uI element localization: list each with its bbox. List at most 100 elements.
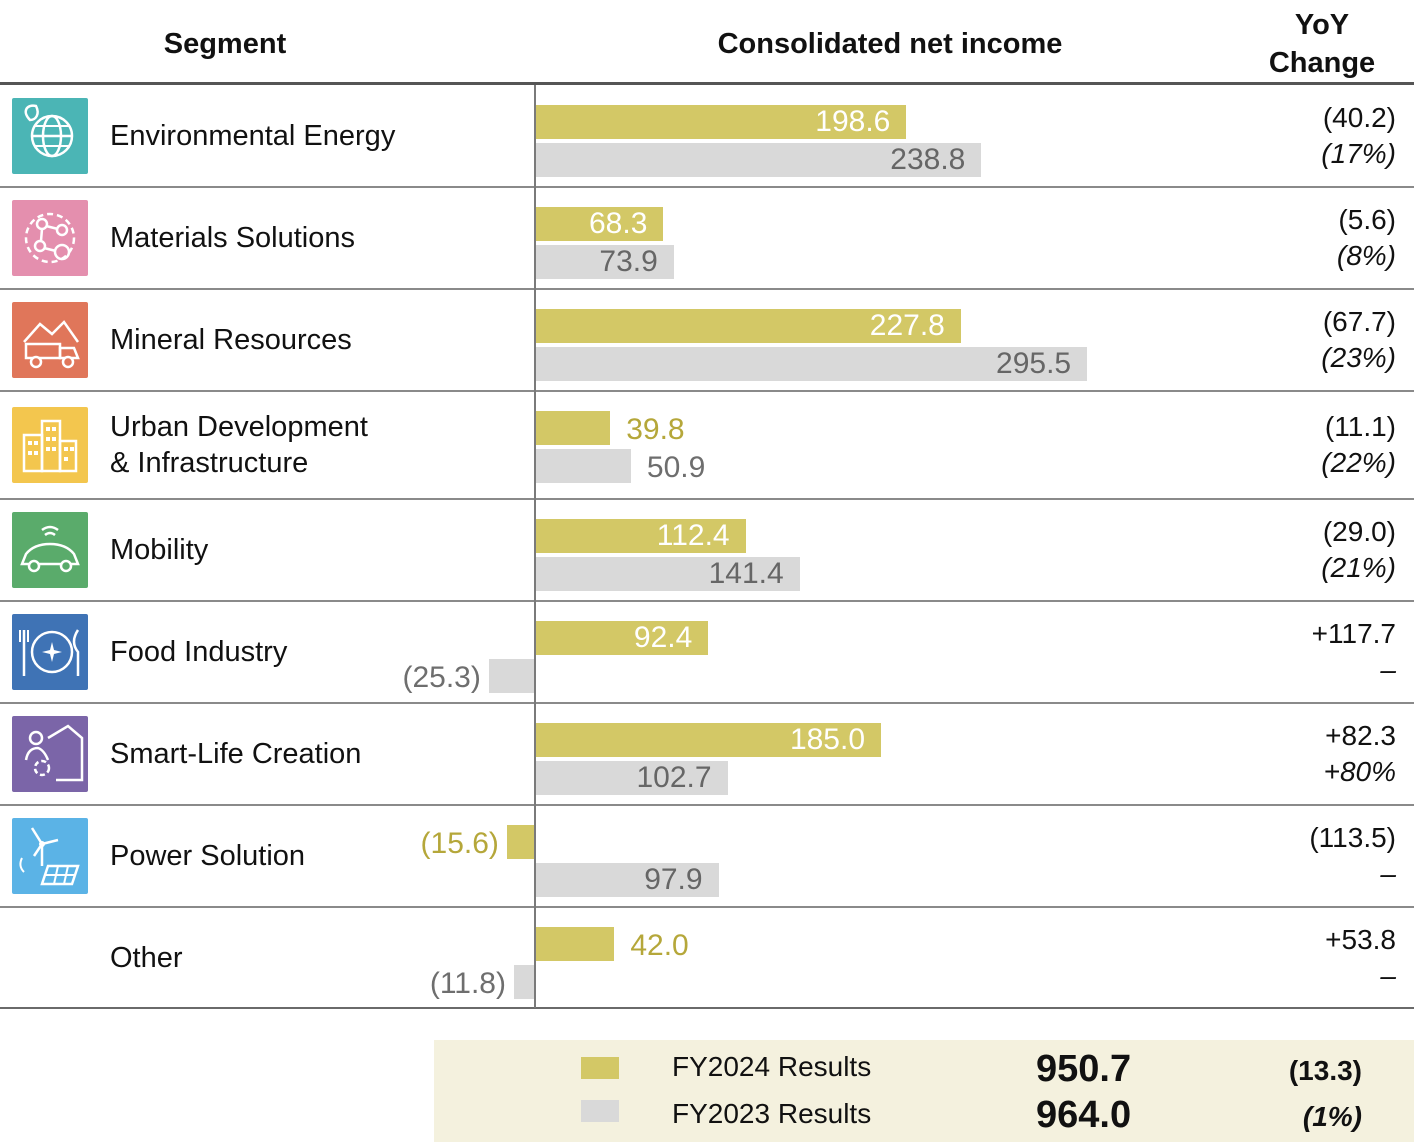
bar-fy2024-env (536, 105, 907, 139)
value-label-fy2024-min: 227.8 (869, 309, 945, 342)
yoy-value: (29.0) (1322, 516, 1396, 547)
bar-fy2024-food (536, 621, 709, 655)
row-divider (0, 186, 1414, 188)
yoy-value: (5.6) (1338, 204, 1396, 235)
value-label-fy2023-power: 97.9 (644, 863, 703, 896)
yoy-percent: +80% (1323, 756, 1396, 787)
segment-label-line: Smart-Life Creation (110, 738, 362, 770)
yoy-percent: – (1380, 858, 1396, 889)
segment-label-mat: Materials Solutions (110, 220, 355, 256)
row-divider (0, 804, 1414, 806)
bar-fy2023-other (513, 965, 536, 999)
yoy-change-mob: (29.0) (21%) (1321, 514, 1396, 586)
yoy-percent: (21%) (1321, 552, 1396, 583)
value-label-fy2023-mat: 73.9 (599, 245, 658, 278)
bar-fy2023-env (536, 143, 982, 177)
value-label-fy2024-other: 42.0 (630, 929, 689, 962)
segment-label-line: & Infrastructure (110, 447, 309, 479)
yoy-header-line2: Change (1268, 47, 1376, 79)
yoy-value: (11.1) (1324, 411, 1396, 442)
value-label-fy2024-mob: 112.4 (656, 519, 730, 552)
segment-label-urb: Urban Development & Infrastructure (110, 409, 368, 481)
segment-label-line: Urban Development (110, 411, 368, 443)
person-home-icon (12, 716, 88, 792)
segment-label-smart: Smart-Life Creation (110, 736, 361, 772)
value-label-fy2023-smart: 102.7 (636, 761, 712, 794)
bar-fy2023-mat (536, 245, 674, 279)
yoy-change-min: (67.7) (23%) (1321, 304, 1396, 376)
bar-fy2023-power (536, 863, 719, 897)
value-label-fy2023-mob: 141.4 (708, 557, 784, 590)
segment-label-min: Mineral Resources (110, 322, 352, 358)
bar-fy2023-food (488, 659, 536, 693)
row-divider (0, 1007, 1414, 1009)
bar-fy2023-min (536, 347, 1088, 381)
yoy-value: (113.5) (1309, 822, 1396, 853)
segment-label-line: Materials Solutions (110, 222, 355, 254)
bar-fy2024-other (536, 927, 615, 961)
molecule-icon (12, 200, 88, 276)
yoy-change-food: +117.7 – (1312, 616, 1396, 688)
total-change-value: (13.3) (1288, 1055, 1362, 1086)
bar-fy2023-smart (536, 761, 728, 795)
value-label-fy2023-urb: 50.9 (646, 451, 706, 484)
connected-car-icon (12, 512, 88, 588)
value-label-fy2023-food: (25.3) (402, 661, 481, 694)
row-divider (0, 600, 1414, 602)
yoy-percent: (8%) (1336, 240, 1396, 271)
bar-fy2024-smart (536, 723, 882, 757)
legend-totals-box: FY2024 Results 950.7 (13.3) FY2023 Resul… (434, 1040, 1414, 1142)
value-label-fy2024-smart: 185.0 (789, 723, 866, 756)
row-divider (0, 498, 1414, 500)
segment-column-header: Segment (163, 28, 287, 60)
yoy-percent: – (1380, 959, 1396, 991)
bar-fy2024-min (536, 309, 961, 343)
yoy-value: (40.2) (1322, 102, 1396, 133)
legend-label-fy2024: FY2024 Results (672, 1051, 872, 1082)
total-fy2024: 950.7 (1036, 1048, 1132, 1090)
plate-cutlery-icon (12, 614, 88, 690)
segment-label-other: Other (110, 940, 183, 976)
segment-label-food: Food Industry (110, 634, 287, 670)
segment-label-env: Environmental Energy (110, 118, 395, 154)
legend-swatch-fy2023 (581, 1100, 619, 1122)
yoy-change-other: +53.8 – (1325, 922, 1396, 994)
value-label-fy2024-food: 92.4 (633, 621, 693, 654)
yoy-change-power: (113.5) – (1309, 820, 1396, 892)
income-column-header: Consolidated net income (717, 28, 1063, 60)
row-divider (0, 288, 1414, 290)
zero-axis-line (534, 85, 536, 1008)
bar-fy2024-power (506, 825, 536, 859)
yoy-percent: (17%) (1321, 138, 1396, 169)
wind-solar-icon (12, 818, 88, 894)
city-buildings-icon (12, 407, 88, 483)
yoy-value: (67.7) (1322, 306, 1396, 337)
yoy-change-env: (40.2) (17%) (1321, 100, 1396, 172)
value-label-fy2024-urb: 39.8 (626, 413, 685, 446)
value-label-fy2024-mat: 68.3 (588, 207, 648, 240)
segment-label-line: Food Industry (110, 636, 288, 668)
yoy-column-header: YoY Change (1240, 6, 1404, 82)
globe-leaf-icon (12, 98, 88, 174)
value-label-fy2024-power: (15.6) (420, 827, 499, 860)
yoy-header-line1: YoY (1294, 9, 1350, 41)
bar-fy2024-urb (536, 411, 611, 445)
mining-truck-icon (12, 302, 88, 378)
value-label-fy2023-other: (11.8) (429, 967, 506, 1000)
yoy-change-smart: +82.3 +80% (1324, 718, 1396, 790)
segment-label-mob: Mobility (110, 532, 208, 568)
yoy-value: +53.8 (1325, 923, 1396, 955)
value-label-fy2024-env: 198.6 (815, 105, 891, 138)
value-label-fy2023-min: 295.5 (996, 347, 1072, 380)
segment-label-line: Mineral Resources (110, 324, 352, 356)
bar-fy2024-mat (536, 207, 664, 241)
bar-fy2023-mob (536, 557, 800, 591)
yoy-percent: (23%) (1321, 342, 1396, 373)
bar-fy2024-mob (536, 519, 746, 553)
row-divider (0, 702, 1414, 704)
segment-label-line: Other (110, 941, 183, 974)
segment-label-line: Mobility (110, 534, 209, 566)
yoy-change-urb: (11.1) (22%) (1321, 409, 1396, 481)
total-change-percent: (1%) (1302, 1101, 1362, 1132)
legend-label-fy2023: FY2023 Results (672, 1098, 872, 1129)
